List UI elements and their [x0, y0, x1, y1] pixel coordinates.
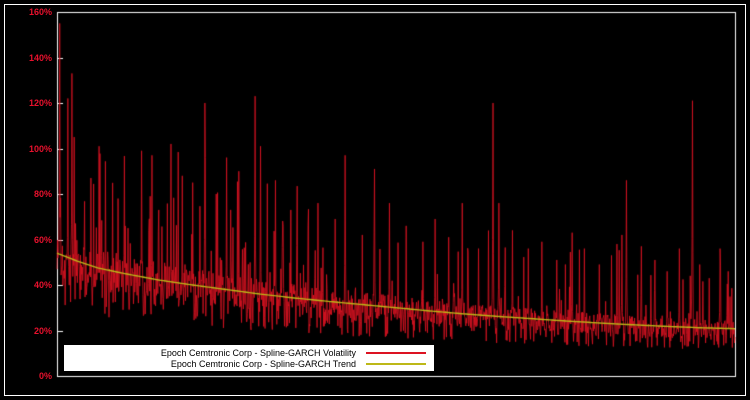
y-tick-label: 0%	[38, 371, 52, 381]
y-tick-label: 80%	[33, 189, 52, 199]
legend-label-trend: Epoch Cemtronic Corp - Spline-GARCH Tren…	[170, 358, 356, 369]
y-tick-label: 60%	[33, 234, 52, 245]
legend-row-volatility: Epoch Cemtronic Corp - Spline-GARCH Vola…	[72, 347, 426, 358]
legend-label-volatility: Epoch Cemtronic Corp - Spline-GARCH Vola…	[160, 347, 356, 358]
y-tick-label: 20%	[33, 325, 52, 336]
y-tick-label: 140%	[28, 52, 52, 63]
legend: Epoch Cemtronic Corp - Spline-GARCH Vola…	[64, 345, 434, 371]
y-tick-label: 160%	[28, 7, 52, 17]
legend-line-sample-trend	[366, 362, 426, 365]
y-tick-label: 100%	[28, 143, 52, 154]
y-axis: 0% 20% 40% 60% 80% 100% 120% 140% 160%	[0, 0, 52, 400]
y-tick-label: 40%	[33, 280, 52, 290]
y-tick-label: 120%	[28, 98, 52, 108]
legend-line-sample-volatility	[366, 351, 426, 354]
legend-row-trend: Epoch Cemtronic Corp - Spline-GARCH Tren…	[72, 358, 426, 369]
